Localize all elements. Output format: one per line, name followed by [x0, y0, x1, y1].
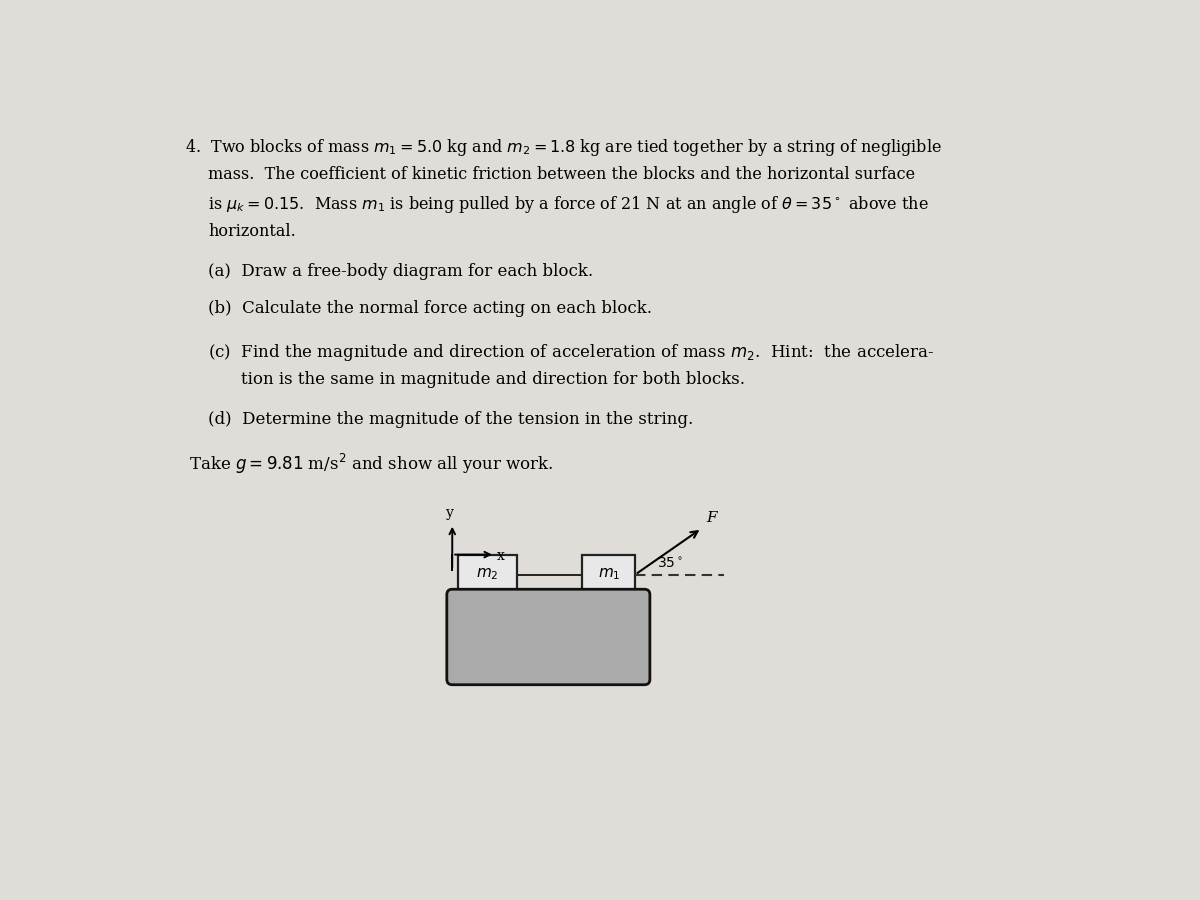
Text: (b)  Calculate the normal force acting on each block.: (b) Calculate the normal force acting on…	[208, 300, 652, 317]
Text: is $\mu_k = 0.15$.  Mass $m_1$ is being pulled by a force of 21 N at an angle of: is $\mu_k = 0.15$. Mass $m_1$ is being p…	[208, 194, 929, 215]
Bar	[458, 554, 516, 595]
Text: Take $g = 9.81$ m/s$^2$ and show all your work.: Take $g = 9.81$ m/s$^2$ and show all you…	[188, 452, 553, 475]
Text: F: F	[707, 511, 718, 526]
Text: x: x	[497, 549, 505, 563]
FancyBboxPatch shape	[446, 590, 650, 685]
Bar	[582, 554, 635, 595]
Text: $35^\circ$: $35^\circ$	[656, 556, 683, 571]
Text: 4.  Two blocks of mass $m_1 = 5.0$ kg and $m_2 = 1.8$ kg are tied together by a : 4. Two blocks of mass $m_1 = 5.0$ kg and…	[185, 138, 942, 158]
Text: mass.  The coefficient of kinetic friction between the blocks and the horizontal: mass. The coefficient of kinetic frictio…	[208, 166, 916, 183]
Text: horizontal.: horizontal.	[208, 222, 296, 239]
Text: y: y	[446, 506, 454, 520]
Text: (d)  Determine the magnitude of the tension in the string.: (d) Determine the magnitude of the tensi…	[208, 411, 694, 428]
Text: $m_1$: $m_1$	[598, 567, 620, 582]
Text: $m_2$: $m_2$	[476, 567, 499, 582]
Text: (c)  Find the magnitude and direction of acceleration of mass $m_2$.  Hint:  the: (c) Find the magnitude and direction of …	[208, 342, 935, 363]
Text: tion is the same in magnitude and direction for both blocks.: tion is the same in magnitude and direct…	[241, 372, 745, 388]
Text: (a)  Draw a free-body diagram for each block.: (a) Draw a free-body diagram for each bl…	[208, 263, 593, 280]
